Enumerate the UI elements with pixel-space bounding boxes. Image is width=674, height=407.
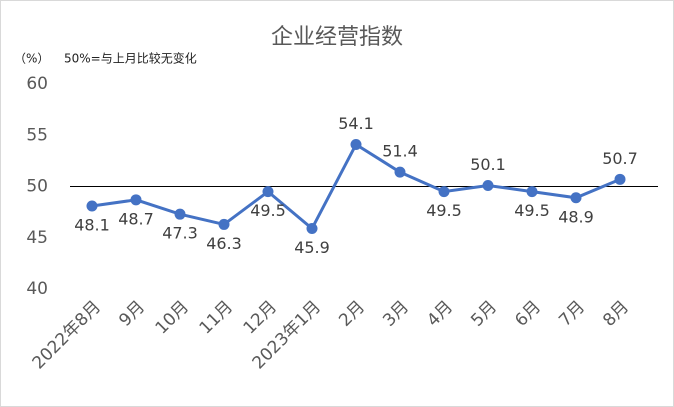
data-point [394, 166, 406, 178]
data-label: 50.1 [470, 155, 506, 174]
y-tick-label: 50 [26, 177, 48, 197]
data-label: 48.1 [74, 215, 110, 234]
data-point [350, 138, 362, 150]
reference-note: 50%=与上月比较无变化 [64, 51, 197, 66]
data-point [438, 186, 450, 198]
data-point [218, 218, 230, 230]
data-label: 51.4 [382, 142, 418, 161]
data-label: 48.7 [118, 209, 154, 228]
y-tick-label: 60 [26, 74, 48, 94]
data-label: 54.1 [338, 114, 374, 133]
data-point [570, 192, 582, 204]
y-tick-label: 55 [26, 125, 48, 145]
data-label: 49.5 [250, 201, 286, 220]
data-point [130, 194, 142, 206]
data-label: 46.3 [206, 234, 242, 253]
unit-note: （%） [14, 52, 49, 66]
data-label: 49.5 [514, 201, 550, 220]
data-point [614, 173, 626, 185]
data-point [482, 179, 494, 191]
chart-title: 企业经营指数 [271, 25, 403, 50]
data-label: 49.5 [426, 201, 462, 220]
data-point [86, 200, 98, 212]
data-label: 50.7 [602, 149, 638, 168]
data-point [526, 186, 538, 198]
data-label: 48.9 [558, 207, 594, 226]
y-tick-label: 40 [26, 279, 48, 299]
data-label: 47.3 [162, 224, 198, 243]
data-point [306, 223, 318, 235]
y-tick-label: 45 [26, 228, 48, 248]
data-label: 45.9 [294, 238, 330, 257]
data-point [174, 208, 186, 220]
data-point [262, 186, 274, 198]
